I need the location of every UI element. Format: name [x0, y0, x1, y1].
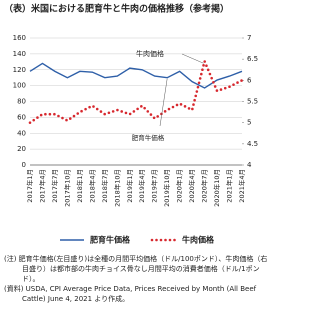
notes: (注) 肥育牛価格(左目盛り)は全種の月間平均価格（ドル/100ポンド）、牛肉価… [4, 254, 270, 304]
x-tick-label: 2020年1月 [175, 169, 184, 203]
x-tick-label: 2019年4月 [137, 169, 146, 203]
x-tick-label: 2021年1月 [225, 169, 234, 203]
annotation: 肥育牛価格 [132, 133, 165, 142]
x-tick-label: 2017年4月 [37, 169, 46, 203]
annotation: 牛肉価格 [136, 49, 164, 58]
x-tick-label: 2020年4月 [187, 169, 196, 203]
y-tick-label: 140 [13, 50, 26, 58]
y2-tick-label: 6 [247, 76, 252, 84]
series-line [28, 57, 244, 124]
x-tick-label: 2019年7月 [150, 169, 159, 203]
y2-tick-label: 4.5 [247, 140, 258, 148]
x-tick-label: 2017年7月 [50, 169, 59, 203]
note: (資料) USDA, CPI Average Price Data, Price… [4, 285, 257, 303]
y-tick-label: 60 [17, 113, 26, 121]
x-tick-label: 2017年10月 [62, 169, 71, 207]
y2-tick-label: 5.5 [247, 98, 258, 106]
chart: （表）米国における肥育牛と牛肉の価格推移（参考掲） 0 20 40 60 80 100 12… [4, 3, 258, 245]
y2-tick-label: 5 [247, 119, 251, 127]
x-tick-label: 2020年10月 [212, 169, 221, 207]
legend-label: 肥育牛価格 [90, 235, 131, 245]
leader [159, 78, 168, 127]
x-tick-label: 2019年10月 [162, 169, 171, 207]
x-tick-label: 2018年7月 [100, 169, 109, 203]
x-tick-label: 2018年4月 [87, 169, 96, 203]
page: {"chart_data": {"type": "line", "title":… [4, 2, 270, 304]
y-tick-label: 20 [17, 145, 26, 153]
chart-title: （表）米国における肥育牛と牛肉の価格推移（参考掲） [4, 3, 229, 15]
x-tick-label: 2018年1月 [75, 169, 84, 203]
x-tick-label: 2019年1月 [125, 169, 134, 203]
y-tick-label: 40 [17, 129, 26, 137]
y2-tick-label: 7 [247, 34, 251, 42]
series-line [29, 62, 243, 89]
y-tick-label: 120 [13, 66, 26, 74]
y-tick-label: 160 [13, 34, 26, 42]
x-tick-label: 2021年4月 [237, 169, 246, 203]
y-tick-label: 0 [22, 161, 26, 169]
y2-tick-label: 4 [247, 161, 252, 169]
y-tick-label: 100 [13, 82, 26, 90]
x-tick-label: 2020年7月 [200, 169, 209, 203]
y2-tick-label: 6.5 [247, 55, 258, 63]
note: (注) 肥育牛価格(左目盛り)は全種の月間平均価格（ドル/100ポンド）、牛肉価… [4, 255, 268, 283]
x-tick-label: 2018年10月 [112, 169, 121, 207]
x-tick-label: 2017年1月 [25, 169, 34, 203]
y-tick-label: 80 [17, 98, 26, 106]
leader [181, 53, 204, 64]
legend-label: 牛肉価格 [182, 235, 215, 245]
